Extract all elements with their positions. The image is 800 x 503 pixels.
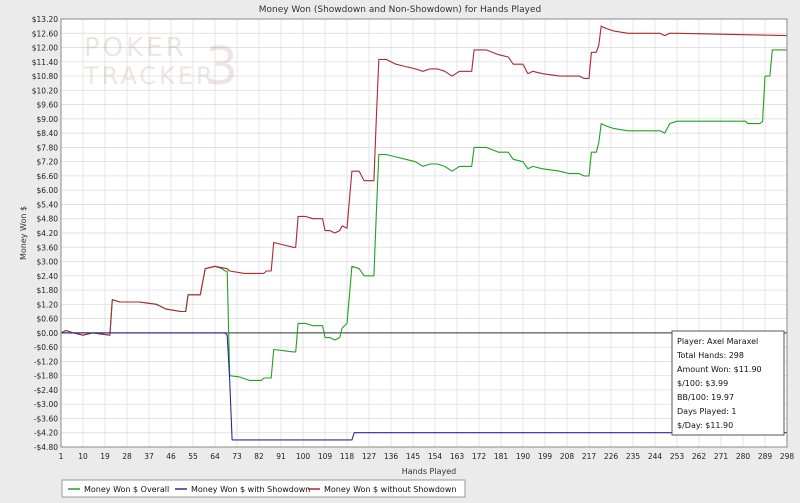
x-tick-label: 109 <box>318 452 333 461</box>
y-tick-label: $4.80 <box>37 215 59 224</box>
x-tick-label: 91 <box>276 452 286 461</box>
x-tick-label: 100 <box>296 452 311 461</box>
stats-per-100: $/100: $3.99 <box>677 379 728 388</box>
y-tick-label: $2.40 <box>37 272 59 281</box>
y-tick-label: $3.00 <box>37 258 59 267</box>
y-tick-label: $5.40 <box>37 200 59 209</box>
y-tick-label: $3.60 <box>37 243 59 252</box>
x-tick-label: 118 <box>340 452 355 461</box>
y-tick-label: -$3.60 <box>34 414 58 423</box>
x-tick-label: 82 <box>254 452 264 461</box>
stats-box-background <box>671 330 785 436</box>
x-tick-label: 172 <box>472 452 487 461</box>
x-axis-tick-labels: 1 10 19 28 37 46 55 64 73 82 91 100 109 118 127 136 145 1… <box>59 452 795 461</box>
x-tick-label: 244 <box>648 452 663 461</box>
y-tick-label: $10.80 <box>32 72 58 81</box>
stats-total-hands: Total Hands: 298 <box>676 351 744 360</box>
x-tick-label: 289 <box>758 452 773 461</box>
y-tick-label: -$2.40 <box>34 386 58 395</box>
y-tick-label: -$4.20 <box>34 429 58 438</box>
x-tick-label: 37 <box>144 452 154 461</box>
watermark-line1: POKER <box>84 33 187 63</box>
legend-box <box>61 479 466 498</box>
y-tick-label: $0.60 <box>37 315 59 324</box>
x-tick-label: 1 <box>59 452 64 461</box>
x-tick-label: 226 <box>604 452 619 461</box>
x-tick-label: 46 <box>166 452 176 461</box>
stats-amount-won: Amount Won: $11.90 <box>677 365 762 374</box>
x-tick-label: 55 <box>188 452 198 461</box>
y-tick-label: $7.20 <box>37 158 59 167</box>
series-line-2 <box>60 25 788 336</box>
y-tick-label: $6.60 <box>37 172 59 181</box>
x-tick-label: 199 <box>538 452 553 461</box>
stats-days-played: Days Played: 1 <box>677 407 737 416</box>
watermark-line2: TRACKER <box>83 62 216 90</box>
x-tick-label: 298 <box>780 452 795 461</box>
x-tick-label: 271 <box>714 452 729 461</box>
y-tick-label: $6.00 <box>37 186 59 195</box>
y-tick-label: $7.80 <box>37 143 59 152</box>
stats-bb-per-100: BB/100: 19.97 <box>677 393 734 402</box>
x-tick-label: 136 <box>384 452 399 461</box>
y-tick-label: -$4.80 <box>34 443 58 452</box>
plot-border <box>60 18 788 448</box>
y-tick-label: $9.00 <box>37 115 59 124</box>
x-tick-label: 190 <box>516 452 531 461</box>
y-axis-label: Money Won $ <box>19 206 28 260</box>
y-tick-label: $12.00 <box>32 44 58 53</box>
pokertracker-watermark: POKER TRACKER 3 <box>83 33 238 97</box>
x-tick-label: 280 <box>736 452 751 461</box>
legend: Money Won $ Overall Money Won $ with Sho… <box>61 479 466 498</box>
y-tick-label: $10.20 <box>32 86 58 95</box>
y-tick-label: $9.60 <box>37 101 59 110</box>
y-tick-label: -$1.80 <box>34 372 58 381</box>
stats-box: Player: Axel Maraxel Total Hands: 298 Am… <box>671 330 785 436</box>
y-tick-label: $12.60 <box>32 29 58 38</box>
x-tick-label: 28 <box>122 452 132 461</box>
x-tick-label: 73 <box>232 452 242 461</box>
x-tick-label: 253 <box>670 452 685 461</box>
y-tick-label: $11.40 <box>32 58 58 67</box>
x-tick-label: 208 <box>560 452 575 461</box>
chart-title: Money Won (Showdown and Non-Showdown) fo… <box>259 5 542 15</box>
stats-player: Player: Axel Maraxel <box>677 337 758 346</box>
x-tick-label: 64 <box>210 452 220 461</box>
stats-per-day: $/Day: $11.90 <box>677 421 733 430</box>
x-tick-label: 163 <box>450 452 465 461</box>
y-tick-label: $0.00 <box>37 329 59 338</box>
y-tick-label: -$0.60 <box>34 343 58 352</box>
y-tick-label: -$3.00 <box>34 400 58 409</box>
x-tick-label: 217 <box>582 452 597 461</box>
x-tick-label: 127 <box>362 452 377 461</box>
y-axis-tick-labels: -$4.80 -$4.20 -$3.60 -$3.00 -$2.40 -$1.80 -$1.… <box>32 15 58 452</box>
y-tick-label: $4.20 <box>37 229 59 238</box>
x-tick-label: 154 <box>428 452 443 461</box>
x-tick-label: 19 <box>100 452 110 461</box>
x-tick-label: 10 <box>78 452 88 461</box>
series-line-1 <box>61 332 787 441</box>
x-axis-label: Hands Played <box>402 467 456 476</box>
legend-label-overall: Money Won $ Overall <box>84 485 169 494</box>
legend-label-non-showdown: Money Won $ without Showdown <box>324 485 456 494</box>
x-tick-label: 181 <box>494 452 509 461</box>
y-tick-label: $13.20 <box>32 15 58 24</box>
y-tick-label: -$1.20 <box>34 357 58 366</box>
x-tick-label: 262 <box>692 452 707 461</box>
y-tick-label: $1.20 <box>37 300 59 309</box>
watermark-digit: 3 <box>205 37 238 97</box>
y-tick-label: $8.40 <box>37 129 59 138</box>
legend-label-showdown: Money Won $ with Showdown <box>191 485 310 494</box>
series-lines <box>60 25 788 441</box>
x-tick-label: 145 <box>406 452 421 461</box>
x-tick-label: 235 <box>626 452 641 461</box>
y-tick-label: $1.80 <box>37 286 59 295</box>
